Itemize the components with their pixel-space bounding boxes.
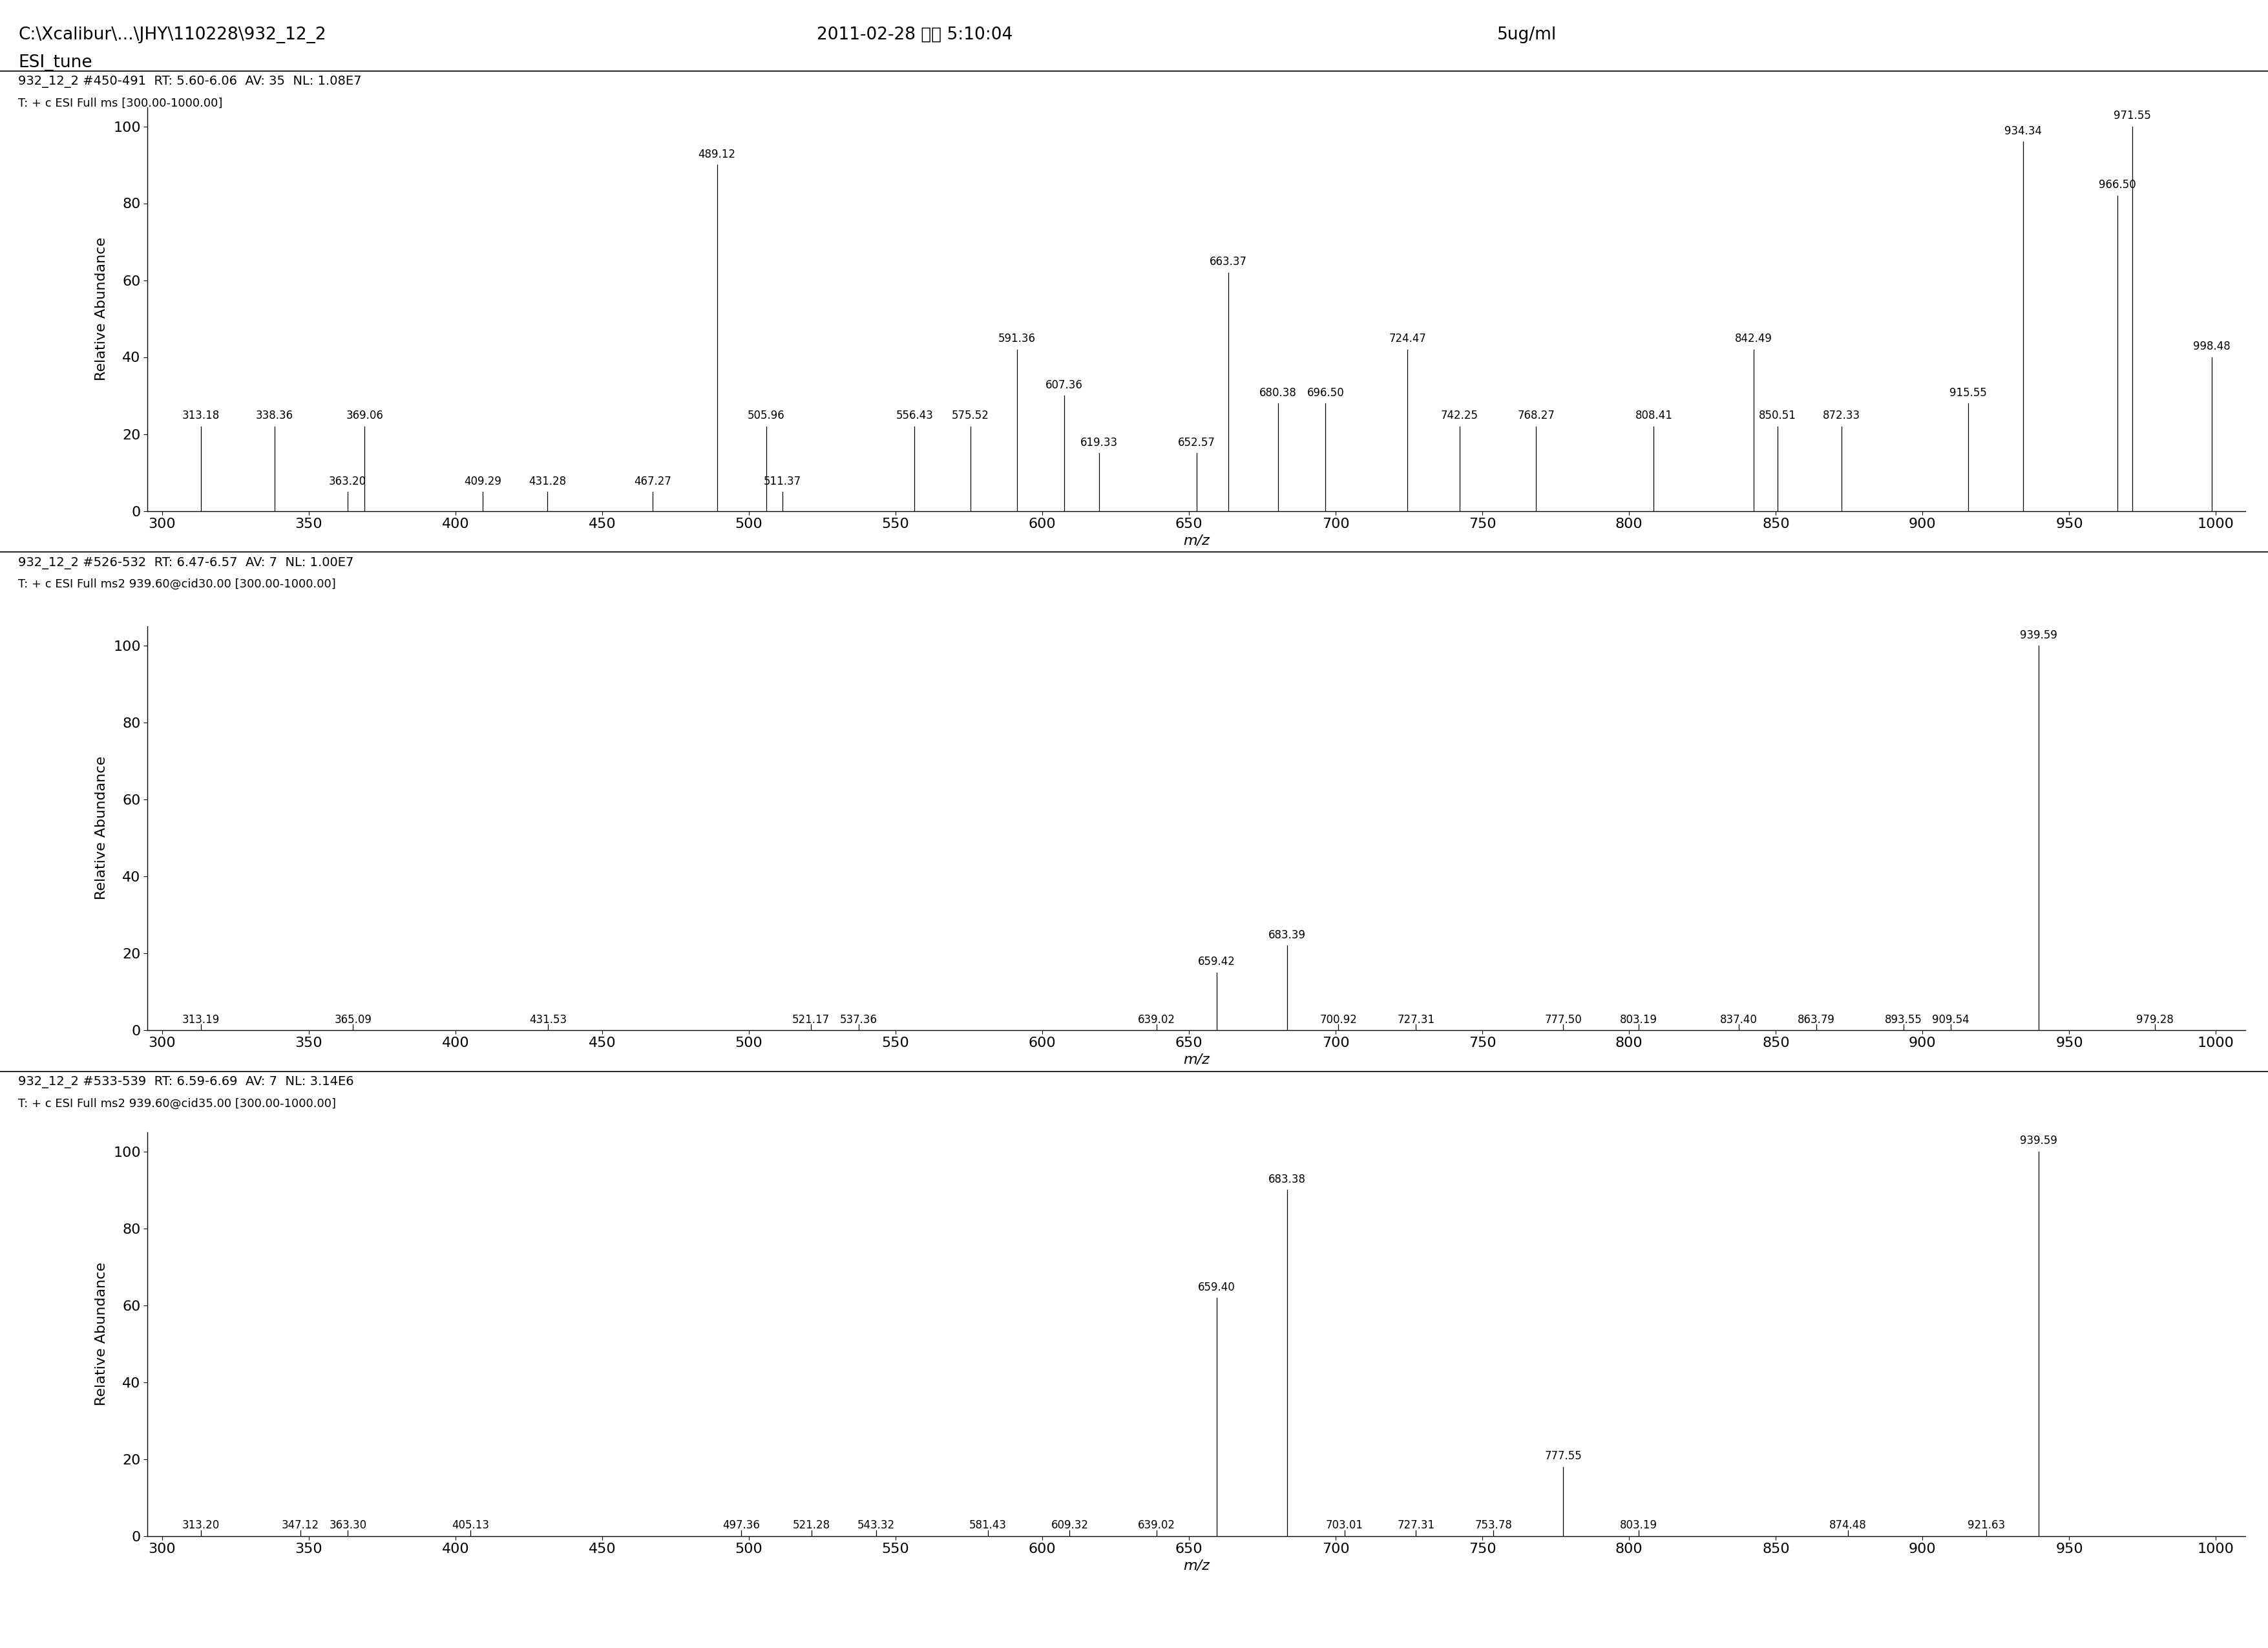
Text: 521.28: 521.28 [792,1519,830,1531]
Text: 619.33: 619.33 [1080,437,1118,448]
Text: 742.25: 742.25 [1440,410,1479,422]
Text: 505.96: 505.96 [748,410,785,422]
Text: 543.32: 543.32 [857,1519,896,1531]
X-axis label: m/z: m/z [1184,534,1209,547]
Text: 979.28: 979.28 [2136,1014,2175,1025]
Text: 639.02: 639.02 [1139,1014,1175,1025]
Text: 872.33: 872.33 [1823,410,1860,422]
Text: 696.50: 696.50 [1306,387,1345,399]
Text: 639.02: 639.02 [1139,1519,1175,1531]
Text: 575.52: 575.52 [953,410,989,422]
Text: 591.36: 591.36 [998,333,1036,344]
Text: 2011-02-28 오후 5:10:04: 2011-02-28 오후 5:10:04 [816,26,1012,43]
Text: 5ug/ml: 5ug/ml [1497,26,1556,43]
Text: 966.50: 966.50 [2098,180,2136,191]
Text: 683.39: 683.39 [1268,929,1306,941]
Text: 921.63: 921.63 [1966,1519,2005,1531]
Text: 939.59: 939.59 [2021,630,2057,641]
Text: 365.09: 365.09 [333,1014,372,1025]
Text: 609.32: 609.32 [1050,1519,1089,1531]
Text: 727.31: 727.31 [1397,1014,1436,1025]
Y-axis label: Relative Abundance: Relative Abundance [95,756,109,900]
Text: 497.36: 497.36 [723,1519,760,1531]
Text: 556.43: 556.43 [896,410,932,422]
Text: 663.37: 663.37 [1209,255,1247,269]
Text: 683.38: 683.38 [1268,1173,1306,1185]
Text: 363.30: 363.30 [329,1519,367,1531]
Text: 703.01: 703.01 [1327,1519,1363,1531]
Text: 939.59: 939.59 [2021,1135,2057,1147]
Text: 971.55: 971.55 [2114,110,2152,122]
Text: ESI_tune: ESI_tune [18,54,93,71]
Text: 431.53: 431.53 [528,1014,567,1025]
Text: 808.41: 808.41 [1635,410,1672,422]
Text: 932_12_2 #533-539  RT: 6.59-6.69  AV: 7  NL: 3.14E6: 932_12_2 #533-539 RT: 6.59-6.69 AV: 7 NL… [18,1076,354,1088]
Text: 521.17: 521.17 [792,1014,830,1025]
Y-axis label: Relative Abundance: Relative Abundance [95,1262,109,1406]
Text: 842.49: 842.49 [1735,333,1774,344]
Text: T: + c ESI Full ms2 939.60@cid30.00 [300.00-1000.00]: T: + c ESI Full ms2 939.60@cid30.00 [300… [18,578,336,590]
Text: 659.42: 659.42 [1198,956,1236,967]
Text: 409.29: 409.29 [465,475,501,488]
Y-axis label: Relative Abundance: Relative Abundance [95,237,109,381]
Text: T: + c ESI Full ms [300.00-1000.00]: T: + c ESI Full ms [300.00-1000.00] [18,97,222,109]
Text: 680.38: 680.38 [1259,387,1297,399]
Text: 932_12_2 #450-491  RT: 5.60-6.06  AV: 35  NL: 1.08E7: 932_12_2 #450-491 RT: 5.60-6.06 AV: 35 N… [18,76,361,87]
X-axis label: m/z: m/z [1184,1053,1209,1066]
Text: 313.19: 313.19 [181,1014,220,1025]
Text: 338.36: 338.36 [256,410,293,422]
Text: 727.31: 727.31 [1397,1519,1436,1531]
Text: 511.37: 511.37 [764,475,801,488]
Text: 893.55: 893.55 [1885,1014,1923,1025]
Text: 932_12_2 #526-532  RT: 6.47-6.57  AV: 7  NL: 1.00E7: 932_12_2 #526-532 RT: 6.47-6.57 AV: 7 NL… [18,557,354,569]
Text: 369.06: 369.06 [347,410,383,422]
Text: 934.34: 934.34 [2005,125,2041,137]
Text: 777.50: 777.50 [1545,1014,1581,1025]
Text: 724.47: 724.47 [1388,333,1427,344]
Text: 489.12: 489.12 [699,148,735,160]
Text: 659.40: 659.40 [1198,1280,1236,1294]
Text: 874.48: 874.48 [1828,1519,1867,1531]
Text: 837.40: 837.40 [1719,1014,1758,1025]
Text: 909.54: 909.54 [1932,1014,1969,1025]
Text: 768.27: 768.27 [1517,410,1556,422]
Text: 405.13: 405.13 [451,1519,490,1531]
Text: C:\Xcalibur\...\JHY\110228\932_12_2: C:\Xcalibur\...\JHY\110228\932_12_2 [18,26,327,43]
Text: 803.19: 803.19 [1619,1519,1658,1531]
Text: 777.55: 777.55 [1545,1450,1583,1462]
Text: 347.12: 347.12 [281,1519,320,1531]
Text: 431.28: 431.28 [528,475,567,488]
Text: T: + c ESI Full ms2 939.60@cid35.00 [300.00-1000.00]: T: + c ESI Full ms2 939.60@cid35.00 [300… [18,1098,336,1109]
Text: 537.36: 537.36 [839,1014,878,1025]
Text: 700.92: 700.92 [1320,1014,1356,1025]
Text: 863.79: 863.79 [1799,1014,1835,1025]
Text: 607.36: 607.36 [1046,379,1082,391]
Text: 998.48: 998.48 [2193,341,2229,353]
Text: 803.19: 803.19 [1619,1014,1658,1025]
Text: 581.43: 581.43 [968,1519,1007,1531]
Text: 313.18: 313.18 [181,410,220,422]
Text: 652.57: 652.57 [1177,437,1216,448]
Text: 753.78: 753.78 [1474,1519,1513,1531]
Text: 915.55: 915.55 [1950,387,1987,399]
Text: 313.20: 313.20 [181,1519,220,1531]
Text: 850.51: 850.51 [1758,410,1796,422]
Text: 467.27: 467.27 [635,475,671,488]
Text: 363.20: 363.20 [329,475,367,488]
X-axis label: m/z: m/z [1184,1559,1209,1572]
